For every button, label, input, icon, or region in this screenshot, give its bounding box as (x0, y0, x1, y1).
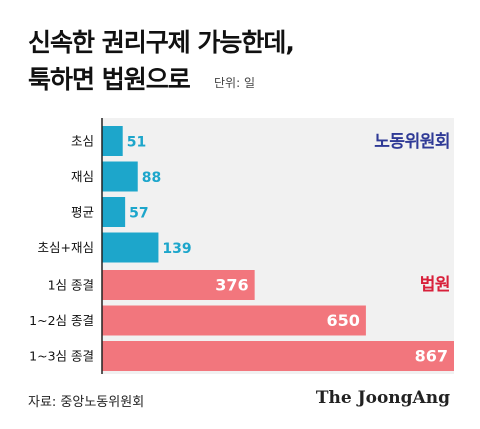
title-line-2: 툭하면 법원으로 (28, 65, 191, 94)
group-label-court: 법원 (419, 275, 451, 295)
category-label: 평균 (71, 205, 94, 220)
bars-layer: 초심 51 재심 88 평균 57 초심+재심 139 1심 종결 376 1~2심 종결 650 1~… (29, 126, 454, 371)
category-label: 초심+재심 (38, 240, 94, 255)
unit-label: 단위: 일 (214, 76, 255, 90)
bar-labor-2 (102, 197, 126, 227)
bar-court-1 (102, 305, 366, 336)
value-label: 51 (127, 135, 146, 151)
chart-title: 신속한 권리구제 가능한데, 툭하면 법원으로 (28, 24, 295, 98)
value-label: 139 (162, 241, 191, 257)
value-label: 88 (142, 170, 161, 186)
bar-labor-0 (102, 126, 123, 156)
category-label: 재심 (71, 169, 94, 184)
bar-labor-3 (102, 232, 159, 263)
source-note: 자료: 중앙노동위원회 (28, 395, 145, 410)
bar-labor-1 (102, 161, 138, 192)
category-label: 초심 (71, 134, 94, 149)
category-label: 1~3심 종결 (29, 349, 94, 364)
value-label: 650 (326, 311, 359, 330)
value-label: 867 (415, 347, 448, 366)
value-label: 376 (215, 276, 248, 295)
value-label: 57 (129, 206, 148, 222)
group-label-labor-commission: 노동위원회 (374, 132, 450, 152)
brand-logo: The JoongAng (315, 388, 450, 408)
category-label: 1~2심 종결 (29, 313, 94, 328)
category-label: 1심 종결 (48, 278, 94, 293)
title-line-1: 신속한 권리구제 가능한데, (28, 28, 295, 57)
bar-court-0 (102, 270, 255, 300)
bar-court-2 (102, 341, 454, 371)
